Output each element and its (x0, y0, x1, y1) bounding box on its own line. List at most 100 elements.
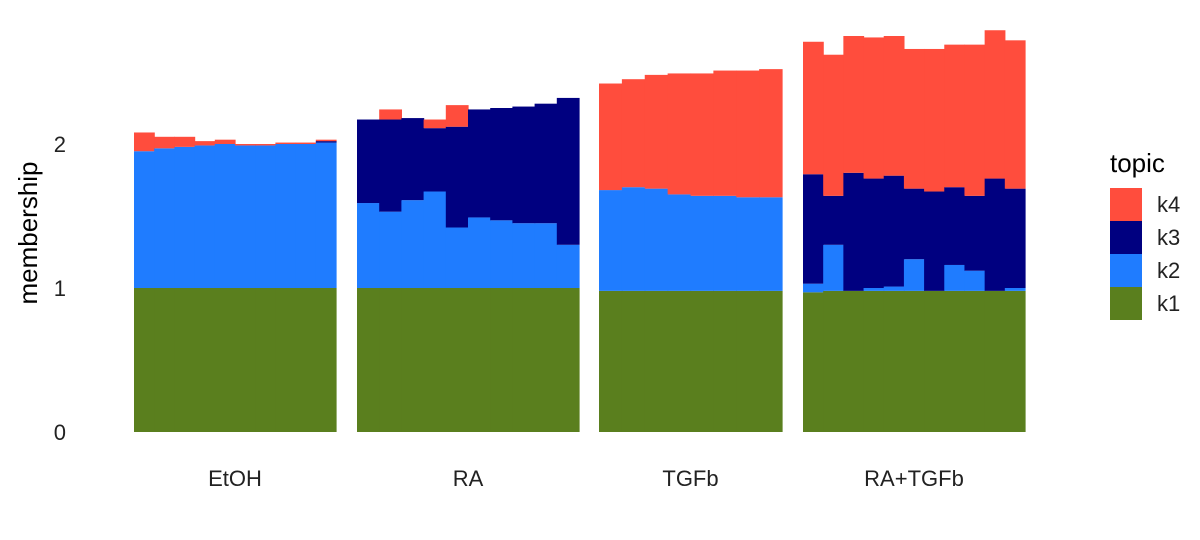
bar-segment-k4 (154, 136, 175, 149)
bar-segment-k1 (803, 292, 824, 432)
bar-segment-k1 (1004, 290, 1026, 432)
bar-segment-k4 (759, 69, 783, 198)
bar-segment-k4 (924, 48, 945, 192)
bar-segment-k3 (379, 119, 402, 212)
bar-segment-k2 (644, 188, 669, 291)
bar-segment-k2 (214, 144, 236, 288)
bar-segment-k4 (863, 37, 885, 179)
bar-segment-k1 (944, 290, 966, 432)
legend: topic k4 k3 k2 k1 (1110, 148, 1180, 320)
bar-segment-k3 (556, 97, 580, 245)
bar-segment-k1 (713, 290, 737, 432)
bar-segment-k3 (843, 172, 865, 291)
bar-segment-k1 (134, 288, 155, 432)
bar-segment-k4 (445, 105, 469, 127)
bar-segment-k3 (357, 119, 380, 204)
bar-segment-k1 (174, 288, 196, 432)
bar-segment-k1 (445, 288, 469, 432)
bar-segment-k4 (214, 139, 236, 144)
bar-segment-k4 (194, 141, 216, 146)
bar-segment-k4 (984, 30, 1006, 179)
bar-group (599, 69, 783, 432)
legend-swatch-k4 (1110, 188, 1142, 221)
bar-segment-k1 (315, 288, 337, 432)
bar-segment-k2 (1004, 288, 1026, 291)
y-tick-label: 0 (54, 420, 66, 445)
bar-segment-k3 (924, 191, 945, 291)
legend-swatch-k1 (1110, 287, 1142, 320)
y-axis-ticks: 0 1 2 (54, 132, 66, 445)
bar-segment-k2 (964, 270, 986, 291)
bar-segment-k4 (843, 36, 865, 173)
bar-segment-k4 (803, 41, 824, 175)
legend-title: topic (1110, 148, 1165, 178)
bar-segment-k2 (235, 145, 256, 288)
bar-segment-k2 (599, 190, 623, 291)
bar-segment-k3 (512, 106, 536, 224)
bar-segment-k1 (468, 288, 491, 432)
bar-segment-k3 (964, 195, 986, 271)
bar-segment-k3 (863, 178, 885, 288)
bar-segment-k4 (667, 73, 692, 195)
bar-segment-k2 (759, 197, 783, 291)
bar-segment-k2 (621, 187, 646, 291)
bar-segment-k1 (843, 290, 865, 432)
bar-segment-k1 (863, 290, 885, 432)
bar-segment-k2 (944, 264, 966, 291)
bar-segment-k3 (944, 187, 966, 265)
x-axis-ticks: EtOH RA TGFb RA+TGFb (208, 466, 964, 491)
bar-segment-k2 (134, 151, 155, 288)
bar-segment-k2 (556, 244, 580, 288)
bar-segment-k1 (621, 290, 646, 432)
bar-segment-k2 (445, 227, 469, 288)
bar-segment-k4 (964, 44, 986, 196)
bar-segment-k3 (490, 108, 513, 221)
bar-segment-k3 (534, 103, 558, 224)
bar-segment-k1 (490, 288, 513, 432)
bar-segment-k3 (468, 109, 491, 218)
legend-label-k4: k4 (1157, 192, 1180, 217)
bar-segment-k1 (667, 290, 692, 432)
bar-segment-k3 (315, 141, 337, 143)
bar-segment-k4 (1004, 40, 1026, 189)
bar-segment-k1 (423, 288, 447, 432)
bar-segment-k2 (903, 259, 925, 291)
y-tick-label: 1 (54, 276, 66, 301)
bar-segment-k4 (903, 48, 925, 189)
x-tick-label: RA (453, 466, 484, 491)
bar-segment-k1 (275, 288, 297, 432)
bar-segment-k1 (736, 290, 760, 432)
bar-segment-k2 (534, 223, 558, 288)
legend-items: k4 k3 k2 k1 (1110, 188, 1180, 320)
bar-segment-k3 (445, 126, 469, 228)
bar-segment-k4 (883, 36, 905, 176)
bar-segment-k3 (423, 128, 447, 192)
bar-segment-k4 (235, 144, 256, 146)
bar-segment-k1 (823, 290, 844, 432)
bar-segment-k2 (315, 142, 337, 288)
bar-segment-k2 (490, 220, 513, 288)
bar-segment-k1 (964, 290, 986, 432)
bar-segment-k2 (194, 145, 216, 288)
bar-group (357, 97, 580, 432)
bar-segment-k2 (690, 195, 714, 291)
bar-segment-k2 (423, 191, 447, 288)
bar-segment-k4 (275, 142, 297, 144)
bar-segment-k2 (295, 144, 317, 288)
bar-segment-k4 (295, 142, 317, 144)
bar-segment-k2 (736, 197, 760, 291)
bar-segment-k4 (379, 109, 402, 120)
bar-segment-k4 (423, 119, 447, 129)
bar-segment-k1 (357, 288, 380, 432)
bar-segment-k4 (599, 83, 623, 191)
bar-segment-k2 (154, 148, 175, 288)
bar-segment-k3 (401, 118, 425, 201)
bar-segment-k1 (194, 288, 216, 432)
bar-segment-k4 (621, 79, 646, 188)
bar-segment-k4 (713, 70, 737, 196)
bar-segment-k2 (401, 200, 425, 288)
bar-segment-k4 (255, 144, 276, 146)
bar-segment-k1 (883, 290, 905, 432)
bar-segment-k2 (379, 211, 402, 288)
